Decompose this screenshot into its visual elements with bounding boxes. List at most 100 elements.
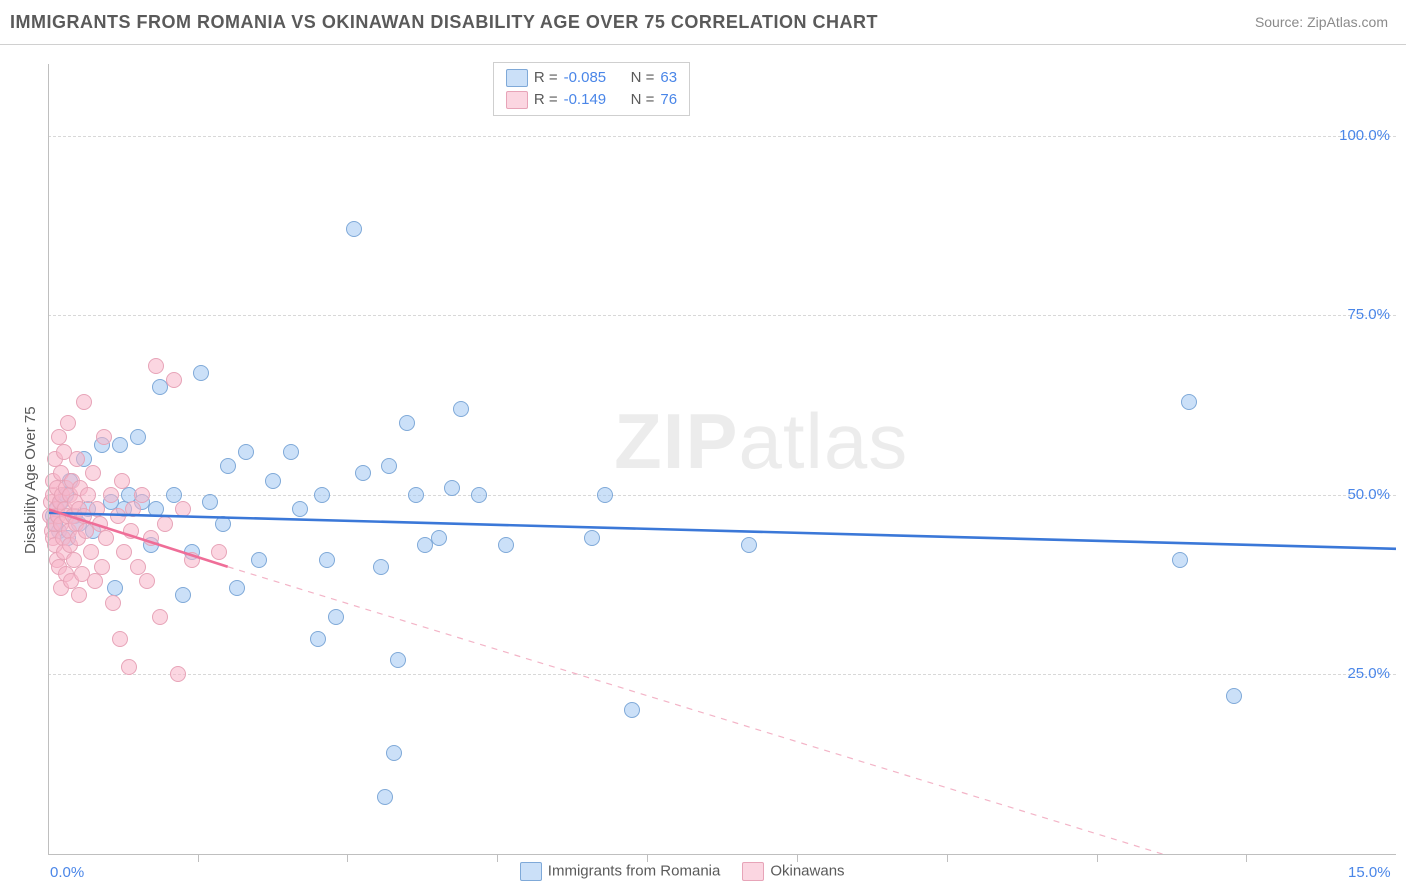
data-point-okinawa <box>166 372 182 388</box>
data-point-romania <box>597 487 613 503</box>
data-point-okinawa <box>87 573 103 589</box>
data-point-romania <box>107 580 123 596</box>
data-point-romania <box>193 365 209 381</box>
data-point-okinawa <box>69 451 85 467</box>
watermark-zip: ZIP <box>614 397 738 485</box>
data-point-romania <box>355 465 371 481</box>
data-point-romania <box>377 789 393 805</box>
data-point-romania <box>741 537 757 553</box>
data-point-okinawa <box>175 501 191 517</box>
data-point-okinawa <box>85 465 101 481</box>
data-point-romania <box>238 444 254 460</box>
data-point-romania <box>386 745 402 761</box>
gridline <box>48 674 1396 675</box>
data-point-okinawa <box>103 487 119 503</box>
data-point-romania <box>130 429 146 445</box>
gridline <box>48 315 1396 316</box>
data-point-romania <box>328 609 344 625</box>
data-point-romania <box>220 458 236 474</box>
legend-item: Okinawans <box>742 862 844 881</box>
gridline <box>48 136 1396 137</box>
swatch-icon <box>742 862 764 881</box>
data-point-romania <box>624 702 640 718</box>
data-point-okinawa <box>130 559 146 575</box>
data-point-romania <box>453 401 469 417</box>
data-point-romania <box>292 501 308 517</box>
x-tick <box>198 854 199 862</box>
data-point-okinawa <box>94 559 110 575</box>
data-point-okinawa <box>121 659 137 675</box>
gridline <box>48 495 1396 496</box>
n-label: N = <box>631 67 655 89</box>
data-point-romania <box>584 530 600 546</box>
data-point-okinawa <box>98 530 114 546</box>
legend-label: Immigrants from Romania <box>548 862 721 879</box>
legend-label: Okinawans <box>770 862 844 879</box>
legend-item: Immigrants from Romania <box>520 862 721 881</box>
data-point-romania <box>408 487 424 503</box>
data-point-romania <box>1172 552 1188 568</box>
data-point-okinawa <box>76 394 92 410</box>
data-point-okinawa <box>110 508 126 524</box>
data-point-okinawa <box>60 415 76 431</box>
legend-stats: R = -0.085 N = 63 R = -0.149 N = 76 <box>493 62 690 116</box>
data-point-romania <box>283 444 299 460</box>
x-tick <box>947 854 948 862</box>
legend-stat-row: R = -0.085 N = 63 <box>506 67 677 89</box>
data-point-romania <box>444 480 460 496</box>
x-tick <box>497 854 498 862</box>
data-point-romania <box>112 437 128 453</box>
swatch-icon <box>506 69 528 87</box>
y-tick-label: 25.0% <box>1326 665 1390 682</box>
r-value: -0.085 <box>564 67 607 89</box>
chart-title: IMMIGRANTS FROM ROMANIA VS OKINAWAN DISA… <box>10 12 878 33</box>
data-point-romania <box>498 537 514 553</box>
data-point-okinawa <box>170 666 186 682</box>
n-value: 76 <box>660 89 677 111</box>
data-point-romania <box>175 587 191 603</box>
legend-series: Immigrants from Romania Okinawans <box>520 862 845 881</box>
x-tick-label: 15.0% <box>1348 864 1391 881</box>
data-point-romania <box>148 501 164 517</box>
y-tick-label: 100.0% <box>1326 127 1390 144</box>
data-point-okinawa <box>105 595 121 611</box>
data-point-romania <box>229 580 245 596</box>
data-point-romania <box>310 631 326 647</box>
r-label: R = <box>534 67 558 89</box>
y-axis-label: Disability Age Over 75 <box>22 406 39 554</box>
y-tick-label: 50.0% <box>1326 486 1390 503</box>
data-point-romania <box>381 458 397 474</box>
data-point-okinawa <box>211 544 227 560</box>
r-value: -0.149 <box>564 89 607 111</box>
data-point-romania <box>373 559 389 575</box>
data-point-okinawa <box>89 501 105 517</box>
data-point-romania <box>1181 394 1197 410</box>
swatch-icon <box>520 862 542 881</box>
x-tick <box>1246 854 1247 862</box>
x-axis <box>48 854 1396 855</box>
data-point-okinawa <box>157 516 173 532</box>
data-point-romania <box>471 487 487 503</box>
data-point-okinawa <box>148 358 164 374</box>
data-point-romania <box>1226 688 1242 704</box>
data-point-okinawa <box>184 552 200 568</box>
y-tick-label: 75.0% <box>1326 306 1390 323</box>
chart-source: Source: ZipAtlas.com <box>1255 14 1388 30</box>
swatch-icon <box>506 91 528 109</box>
data-point-okinawa <box>71 587 87 603</box>
data-point-romania <box>390 652 406 668</box>
data-point-okinawa <box>123 523 139 539</box>
n-value: 63 <box>660 67 677 89</box>
data-point-romania <box>202 494 218 510</box>
x-tick <box>347 854 348 862</box>
data-point-romania <box>431 530 447 546</box>
data-point-romania <box>251 552 267 568</box>
data-point-romania <box>319 552 335 568</box>
chart-header: IMMIGRANTS FROM ROMANIA VS OKINAWAN DISA… <box>0 0 1406 45</box>
data-point-romania <box>314 487 330 503</box>
legend-stat-row: R = -0.149 N = 76 <box>506 89 677 111</box>
plot-area: ZIPatlas <box>48 64 1396 854</box>
data-point-romania <box>399 415 415 431</box>
chart-container: ZIPatlas Disability Age Over 75 R = -0.0… <box>0 44 1406 892</box>
data-point-okinawa <box>139 573 155 589</box>
